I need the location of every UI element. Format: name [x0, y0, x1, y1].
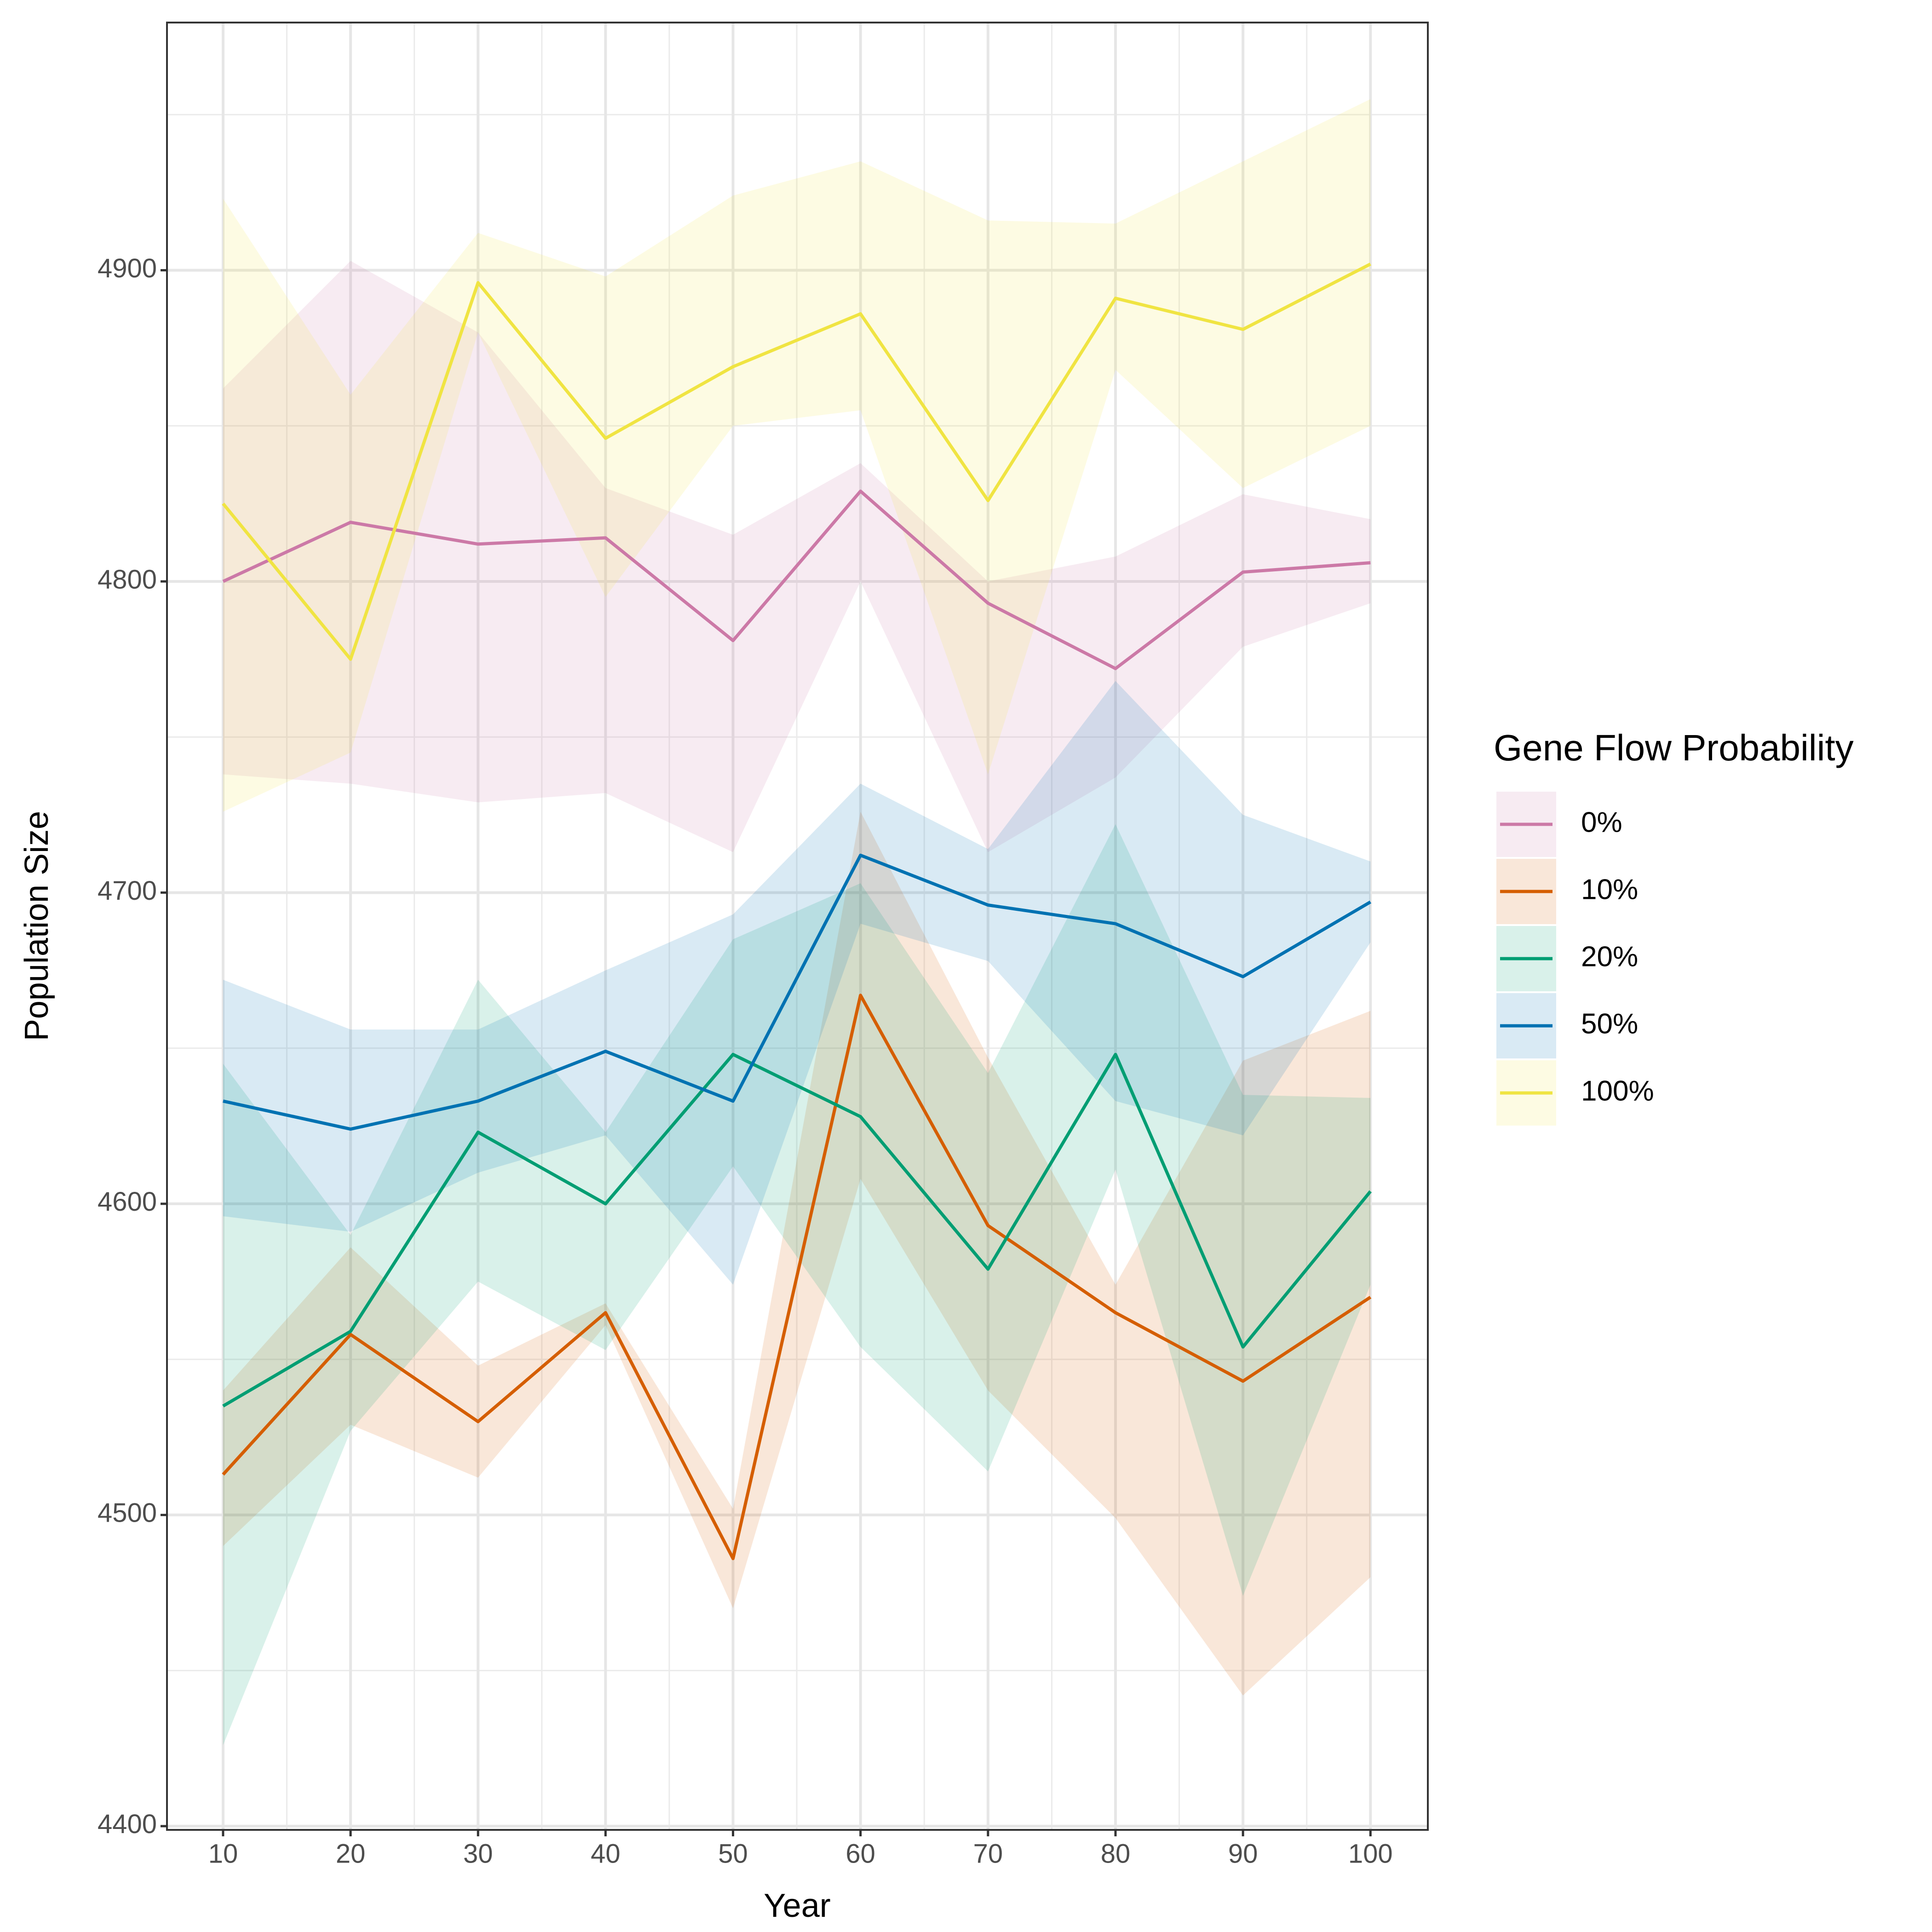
x-tick-label: 20: [336, 1839, 366, 1869]
x-tick-label: 30: [463, 1839, 493, 1869]
series-line: [223, 853, 1372, 1131]
x-tick-label: 100: [1348, 1839, 1393, 1869]
y-tick-label: 4600: [98, 1187, 157, 1217]
legend-title: Gene Flow Probability: [1494, 727, 1854, 768]
ribbon: [223, 811, 1371, 1696]
panel-border: [166, 22, 1429, 1831]
series-line: [222, 262, 1371, 661]
legend-label: 100%: [1581, 1075, 1654, 1107]
x-tick-label: 80: [1101, 1839, 1131, 1869]
series-line: [222, 994, 1372, 1560]
y-tick-label: 4800: [98, 564, 157, 594]
x-tick-label: 40: [591, 1839, 621, 1869]
ribbon: [223, 681, 1371, 1285]
y-axis-label: Population Size: [18, 811, 55, 1041]
legend-label: 0%: [1581, 806, 1622, 838]
series-line: [222, 489, 1371, 670]
x-tick-label: 70: [973, 1839, 1003, 1869]
legend-label: 50%: [1581, 1008, 1638, 1040]
ribbon: [223, 99, 1371, 812]
x-tick-label: 90: [1228, 1839, 1258, 1869]
legend-label: 10%: [1581, 874, 1638, 905]
ribbon: [223, 824, 1371, 1745]
x-axis-label: Year: [764, 1887, 830, 1924]
x-tick-label: 50: [718, 1839, 748, 1869]
y-tick-label: 4900: [98, 253, 157, 283]
x-tick-label: 60: [845, 1839, 875, 1869]
y-tick-label: 4400: [98, 1809, 157, 1839]
legend-label: 20%: [1581, 941, 1638, 972]
y-tick-label: 4700: [98, 876, 157, 906]
ribbon: [223, 261, 1371, 852]
y-tick-label: 4500: [98, 1498, 157, 1528]
series-line: [222, 1052, 1372, 1408]
x-tick-label: 10: [208, 1839, 238, 1869]
